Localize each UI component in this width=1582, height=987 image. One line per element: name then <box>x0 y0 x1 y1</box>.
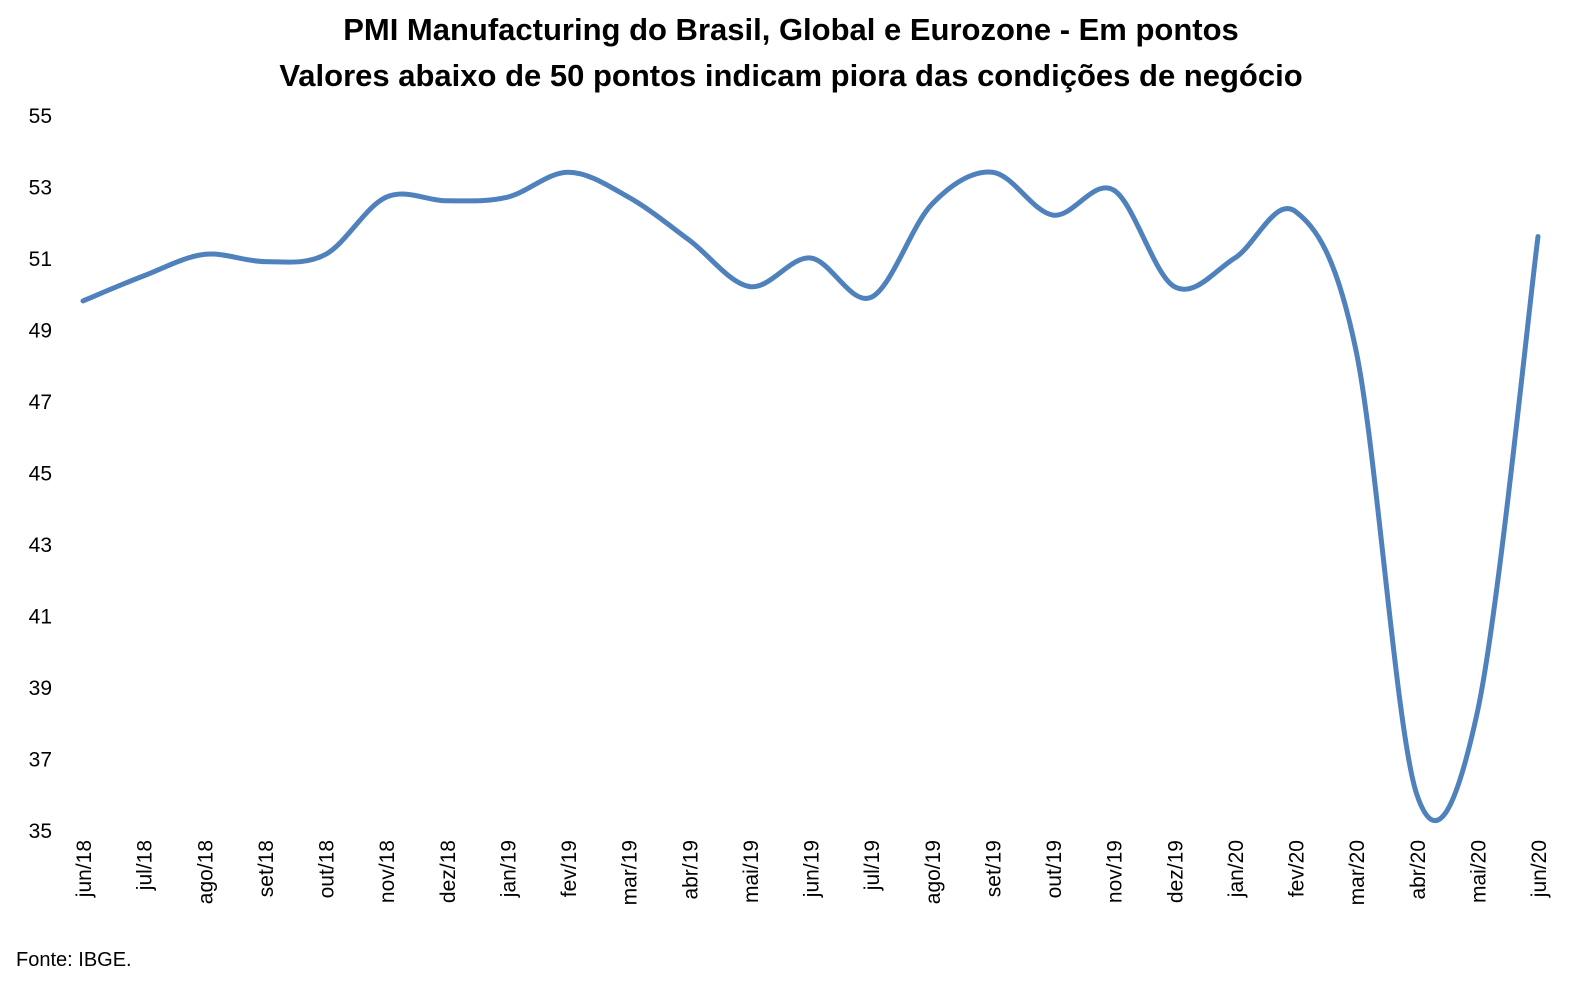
x-tick-label: jan/19 <box>497 840 520 898</box>
x-tick-label: jul/19 <box>861 840 884 891</box>
x-tick-label: set/19 <box>982 840 1005 897</box>
x-tick-label: jun/20 <box>1528 840 1551 898</box>
x-tick-label: jun/18 <box>73 840 96 898</box>
data-point <box>808 255 814 261</box>
data-point <box>1293 209 1299 215</box>
data-point <box>141 273 147 279</box>
x-tick-label: out/19 <box>1043 840 1066 898</box>
data-point <box>686 237 692 243</box>
y-tick-label: 55 <box>29 105 52 128</box>
x-tick-label: dez/19 <box>1164 840 1187 903</box>
data-point <box>80 298 86 304</box>
data-point <box>1171 284 1177 290</box>
x-tick-label: jun/19 <box>801 840 824 898</box>
x-tick-label: jul/18 <box>134 840 157 891</box>
x-tick-label: set/18 <box>255 840 278 897</box>
data-point <box>1050 212 1056 218</box>
x-tick-label: mar/20 <box>1346 840 1369 905</box>
x-tick-label: mar/19 <box>619 840 642 905</box>
y-tick-label: 45 <box>29 463 52 486</box>
data-point <box>323 251 329 257</box>
data-point <box>1232 255 1238 261</box>
x-tick-label: ago/19 <box>922 840 945 904</box>
data-point <box>1353 348 1359 354</box>
data-point <box>565 169 571 175</box>
chart-title: PMI Manufacturing do Brasil, Global e Eu… <box>343 12 1239 47</box>
data-point <box>504 194 510 200</box>
data-point <box>444 198 450 204</box>
data-point <box>989 169 995 175</box>
data-point <box>747 284 753 290</box>
y-tick-label: 51 <box>29 248 52 271</box>
x-tick-label: dez/18 <box>437 840 460 903</box>
data-point <box>262 259 268 265</box>
data-point <box>868 294 874 300</box>
y-tick-label: 41 <box>29 606 52 629</box>
y-tick-label: 43 <box>29 534 52 557</box>
x-tick-label: abr/20 <box>1407 840 1430 900</box>
source-note: Fonte: IBGE. <box>16 949 132 971</box>
data-point <box>383 194 389 200</box>
y-tick-label: 39 <box>29 677 52 700</box>
data-point <box>1111 187 1117 193</box>
y-tick-label: 37 <box>29 749 52 772</box>
x-tick-label: nov/18 <box>376 840 399 903</box>
data-point <box>201 251 207 257</box>
x-tick-label: jan/20 <box>1225 840 1248 898</box>
x-tick-label: out/18 <box>316 840 339 898</box>
series-line <box>80 169 1541 823</box>
y-tick-label: 53 <box>29 177 52 200</box>
y-tick-label: 47 <box>29 391 52 414</box>
x-tick-label: mai/19 <box>740 840 763 903</box>
x-tick-label: abr/19 <box>679 840 702 900</box>
y-tick-label: 35 <box>29 820 52 843</box>
x-tick-label: fev/19 <box>558 840 581 897</box>
x-tick-label: fev/20 <box>1286 840 1309 897</box>
data-point <box>1474 709 1480 715</box>
x-tick-label: ago/18 <box>194 840 217 904</box>
y-tick-label: 49 <box>29 320 52 343</box>
chart-subtitle: Valores abaixo de 50 pontos indicam pior… <box>279 58 1303 93</box>
x-tick-label: nov/19 <box>1104 840 1127 903</box>
data-point <box>1414 791 1420 797</box>
x-tick-label: mai/20 <box>1467 840 1490 903</box>
data-point <box>626 194 632 200</box>
data-point <box>929 201 935 207</box>
data-point <box>1535 234 1541 240</box>
